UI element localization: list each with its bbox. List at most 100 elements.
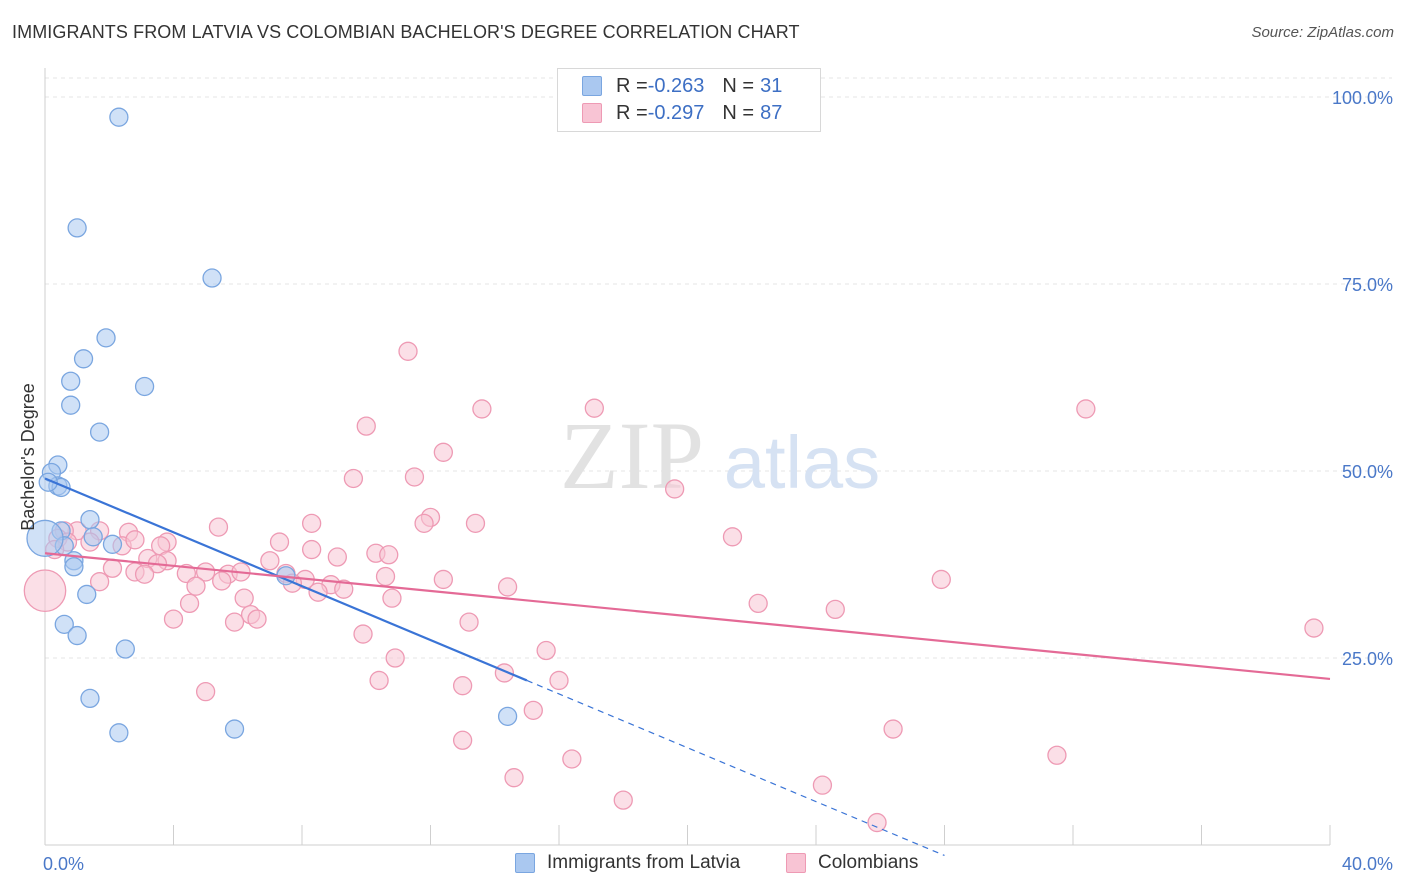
x-tick-label: 0.0% — [43, 854, 84, 874]
point-colombians — [722, 527, 743, 547]
point-latvia — [61, 371, 81, 391]
point-colombians — [382, 588, 402, 608]
point-colombians — [195, 682, 216, 702]
point-colombians — [523, 700, 543, 721]
point-latvia — [80, 688, 100, 709]
series-legend-label: Immigrants from Latvia — [547, 852, 741, 873]
point-colombians — [465, 513, 486, 534]
point-colombians — [1076, 399, 1096, 419]
point-colombians — [212, 571, 232, 591]
point-colombians — [414, 513, 434, 534]
series-legend-label: Colombians — [818, 852, 919, 873]
point-latvia — [224, 719, 245, 739]
point-colombians — [375, 566, 396, 587]
point-colombians — [472, 399, 492, 419]
series-swatch-colombians — [786, 853, 806, 873]
point-colombians — [134, 564, 155, 584]
y-tick-label: 25.0% — [1342, 649, 1393, 669]
point-latvia — [67, 218, 87, 238]
point-colombians — [353, 624, 373, 644]
point-latvia — [83, 527, 103, 547]
point-colombians — [356, 416, 376, 436]
point-colombians — [665, 479, 685, 499]
legend-r-value: -0.297 — [647, 101, 705, 124]
point-latvia — [89, 422, 110, 442]
series-legend-colombians[interactable]: Colombians — [786, 852, 918, 874]
watermark-atlas: atlas — [724, 421, 880, 504]
legend-row-latvia: R = -0.263 N = 31 — [582, 73, 782, 99]
point-latvia — [38, 472, 58, 492]
point-colombians — [247, 609, 267, 629]
legend-row-colombians: R = -0.297 N = 87 — [582, 100, 782, 126]
point-colombians — [163, 609, 184, 629]
point-latvia — [73, 349, 94, 369]
x-tick-label: 40.0% — [1342, 854, 1393, 874]
point-colombians — [260, 551, 280, 571]
trend-lines — [44, 477, 1331, 857]
point-colombians — [301, 539, 322, 560]
trend-line-latvia — [44, 477, 528, 682]
point-colombians — [343, 468, 364, 489]
point-colombians — [459, 612, 479, 632]
point-colombians — [369, 670, 389, 691]
point-colombians — [504, 768, 524, 788]
point-colombians — [398, 341, 418, 361]
legend-n-value: 31 — [760, 74, 783, 97]
point-colombians — [867, 812, 887, 833]
point-colombians — [125, 530, 145, 550]
axes — [44, 68, 1331, 846]
point-latvia — [134, 376, 155, 397]
y-tick-labels: 25.0% 50.0% 75.0% 100.0% — [1332, 88, 1393, 669]
series-legend-latvia[interactable]: Immigrants from Latvia — [515, 852, 740, 874]
y-tick-label: 75.0% — [1342, 275, 1393, 295]
point-colombians — [208, 517, 229, 537]
legend-swatch-latvia — [582, 76, 602, 96]
point-latvia — [64, 557, 84, 577]
point-latvia — [497, 706, 518, 726]
point-colombians — [176, 563, 197, 584]
point-colombians — [179, 593, 200, 614]
y-tick-label: 50.0% — [1342, 462, 1393, 482]
point-colombians — [931, 569, 951, 590]
legend-n-label: N = — [722, 74, 755, 97]
point-latvia — [80, 509, 100, 530]
point-latvia — [77, 584, 97, 605]
point-colombians — [748, 593, 768, 614]
point-colombians — [883, 719, 903, 739]
legend-r-value: -0.263 — [647, 74, 705, 97]
point-colombians — [334, 579, 354, 599]
x-tick-labels: 0.0% 40.0% — [43, 854, 1393, 874]
point-colombians — [562, 749, 582, 769]
y-axis-label: Bachelor's Degree — [18, 383, 38, 531]
point-colombians — [584, 398, 604, 418]
point-colombians — [404, 467, 425, 487]
legend-r-label: R = — [616, 74, 648, 97]
trend-line-latvia-extension — [526, 679, 945, 857]
point-colombians — [825, 599, 845, 620]
point-colombians — [1304, 618, 1324, 638]
point-latvia — [202, 268, 222, 288]
point-latvia — [102, 534, 123, 554]
point-colombians — [186, 576, 206, 596]
point-colombians — [224, 612, 245, 632]
point-colombians — [549, 670, 569, 691]
series-legend: Immigrants from Latvia Colombians — [0, 852, 1406, 878]
point-colombians — [497, 577, 518, 597]
point-latvia — [115, 639, 135, 659]
point-colombians — [812, 775, 833, 795]
point-colombians — [1047, 745, 1067, 765]
y-tick-label: 100.0% — [1332, 88, 1393, 108]
point-colombians — [102, 558, 123, 578]
source-label: Source: ZipAtlas.com — [1251, 24, 1394, 41]
legend-n-label: N = — [722, 101, 755, 124]
point-colombians — [433, 569, 454, 590]
point-latvia — [67, 625, 87, 646]
point-latvia — [96, 328, 116, 348]
point-colombians — [301, 513, 322, 534]
point-colombians — [536, 640, 556, 661]
point-colombians — [269, 532, 290, 552]
point-colombians — [433, 442, 454, 462]
point-latvia — [109, 107, 129, 127]
point-latvia — [109, 723, 129, 743]
